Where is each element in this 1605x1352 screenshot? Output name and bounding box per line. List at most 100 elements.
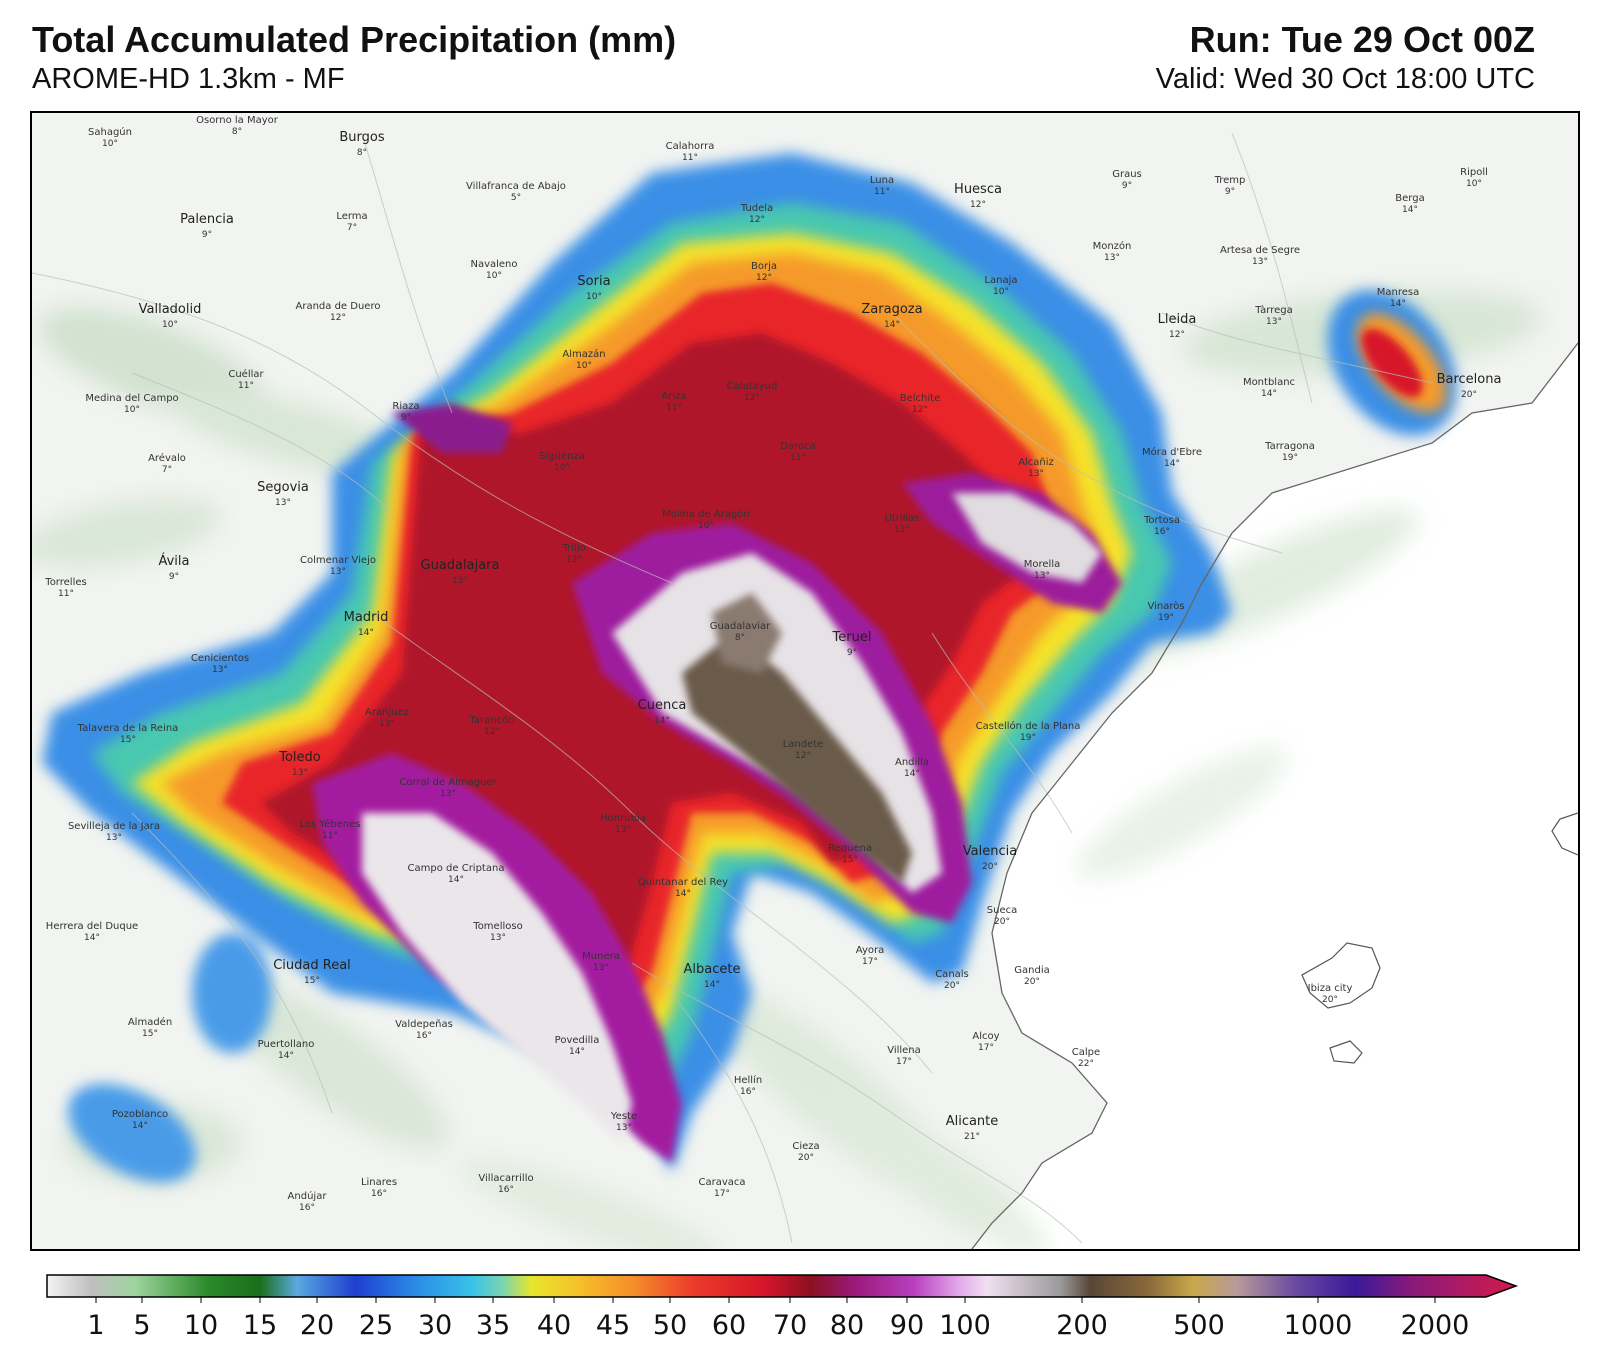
city-temp: 10° bbox=[993, 287, 1009, 297]
city-temp: 9° bbox=[401, 413, 411, 423]
city-name: Luna bbox=[870, 175, 894, 186]
city-temp: 13° bbox=[452, 576, 468, 586]
colorbar-ticks bbox=[95, 1297, 1436, 1303]
model-name: AROME-HD 1.3km - MF bbox=[32, 63, 345, 95]
map-title: Total Accumulated Precipitation (mm) bbox=[32, 19, 677, 60]
city-name: Cuenca bbox=[638, 698, 687, 713]
city-name: Tremp bbox=[1214, 175, 1246, 186]
city-name: Puertollano bbox=[258, 1039, 315, 1050]
city-temp: 14° bbox=[1164, 459, 1180, 469]
city-temp: 16° bbox=[1154, 527, 1170, 537]
city-temp: 10° bbox=[554, 463, 570, 473]
mallorca-edge bbox=[1551, 812, 1578, 856]
city-name: Yeste bbox=[610, 1111, 637, 1122]
city-label: Ciudad Real 15° bbox=[273, 958, 351, 986]
sea-area bbox=[972, 343, 1578, 1249]
city-name: Navaleno bbox=[470, 259, 517, 270]
city-name: Torrelles bbox=[44, 577, 86, 588]
city-name: Ariza bbox=[661, 391, 686, 402]
city-temp: 12° bbox=[912, 405, 928, 415]
city-label: Palencia 9° bbox=[180, 212, 234, 240]
city-name: Ripoll bbox=[1460, 167, 1488, 178]
city-name: Tortosa bbox=[1143, 515, 1180, 526]
city-temp: 12° bbox=[749, 215, 765, 225]
city-name: Morella bbox=[1024, 559, 1060, 570]
city-name: Honrubia bbox=[600, 813, 646, 824]
city-name: Burgos bbox=[339, 130, 384, 145]
city-name: Talavera de la Reina bbox=[77, 723, 179, 734]
city-name: Quintanar del Rey bbox=[638, 877, 728, 888]
colorbar-tick-label: 90 bbox=[890, 1310, 924, 1341]
city-name: Sahagún bbox=[88, 126, 132, 138]
city-name: Herrera del Duque bbox=[46, 921, 138, 932]
city-temp: 13° bbox=[593, 963, 609, 973]
city-temp: 13° bbox=[212, 665, 228, 675]
city-name: Borja bbox=[751, 261, 777, 272]
city-name: Móra d'Ebre bbox=[1142, 446, 1202, 458]
city-temp: 11° bbox=[238, 381, 254, 391]
city-name: Riaza bbox=[392, 401, 419, 412]
city-name: Hellín bbox=[734, 1074, 762, 1086]
colorbar-tick-label: 500 bbox=[1173, 1310, 1225, 1341]
city-temp: 11° bbox=[790, 453, 806, 463]
city-temp: 16° bbox=[299, 1203, 315, 1213]
city-temp: 10° bbox=[586, 292, 602, 302]
city-temp: 14° bbox=[132, 1121, 148, 1131]
city-temp: 19° bbox=[1020, 733, 1036, 743]
city-temp: 10° bbox=[124, 405, 140, 415]
city-temp: 11° bbox=[682, 153, 698, 163]
city-label: Burgos 8° bbox=[339, 130, 384, 158]
colorbar-tick-label: 80 bbox=[830, 1310, 864, 1341]
city-name: Alcañiz bbox=[1018, 457, 1054, 468]
colorbar-labels: 1 5 10 15 20 25 30 35 40 45 50 60 70 80 90 100 200 500 100… bbox=[87, 1310, 1469, 1341]
city-temp: 17° bbox=[862, 957, 878, 967]
city-temp: 10° bbox=[486, 271, 502, 281]
city-name: Manresa bbox=[1377, 287, 1419, 298]
city-label: Toledo 13° bbox=[278, 750, 321, 778]
precipitation-map[interactable]: Sahagún 10° Osorno la Mayor 8° Burgos 8° Calah… bbox=[30, 111, 1580, 1251]
city-temp: 12° bbox=[756, 273, 772, 283]
colorbar-tick-label: 35 bbox=[476, 1310, 510, 1341]
city-name: Ayora bbox=[856, 945, 884, 956]
city-name: Villacarrillo bbox=[478, 1173, 533, 1184]
colorbar-tick-label: 10 bbox=[184, 1310, 218, 1341]
city-temp: 13° bbox=[440, 789, 456, 799]
city-temp: 12° bbox=[484, 727, 500, 737]
city-name: Segovia bbox=[257, 480, 309, 495]
city-name: Barcelona bbox=[1437, 372, 1502, 387]
city-name: Valencia bbox=[963, 844, 1017, 859]
city-name: Lerma bbox=[336, 211, 367, 222]
city-temp: 12° bbox=[744, 393, 760, 403]
city-temp: 7° bbox=[162, 465, 172, 475]
city-temp: 14° bbox=[1390, 299, 1406, 309]
city-temp: 14° bbox=[654, 716, 670, 726]
colorbar-tick-label: 40 bbox=[537, 1310, 571, 1341]
city-name: Trillo bbox=[561, 543, 585, 554]
city-label: Barcelona 20° bbox=[1437, 372, 1502, 400]
city-temp: 8° bbox=[357, 148, 367, 158]
city-temp: 11° bbox=[666, 403, 682, 413]
